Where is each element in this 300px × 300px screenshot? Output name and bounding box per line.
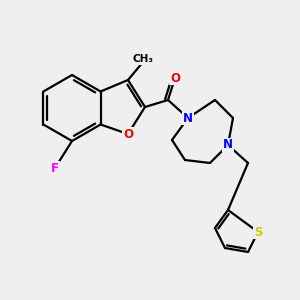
Text: O: O — [170, 71, 180, 85]
Text: N: N — [223, 139, 233, 152]
Text: S: S — [254, 226, 262, 238]
Text: N: N — [183, 112, 193, 124]
Text: F: F — [51, 161, 59, 175]
Text: O: O — [123, 128, 133, 140]
Text: CH₃: CH₃ — [133, 54, 154, 64]
